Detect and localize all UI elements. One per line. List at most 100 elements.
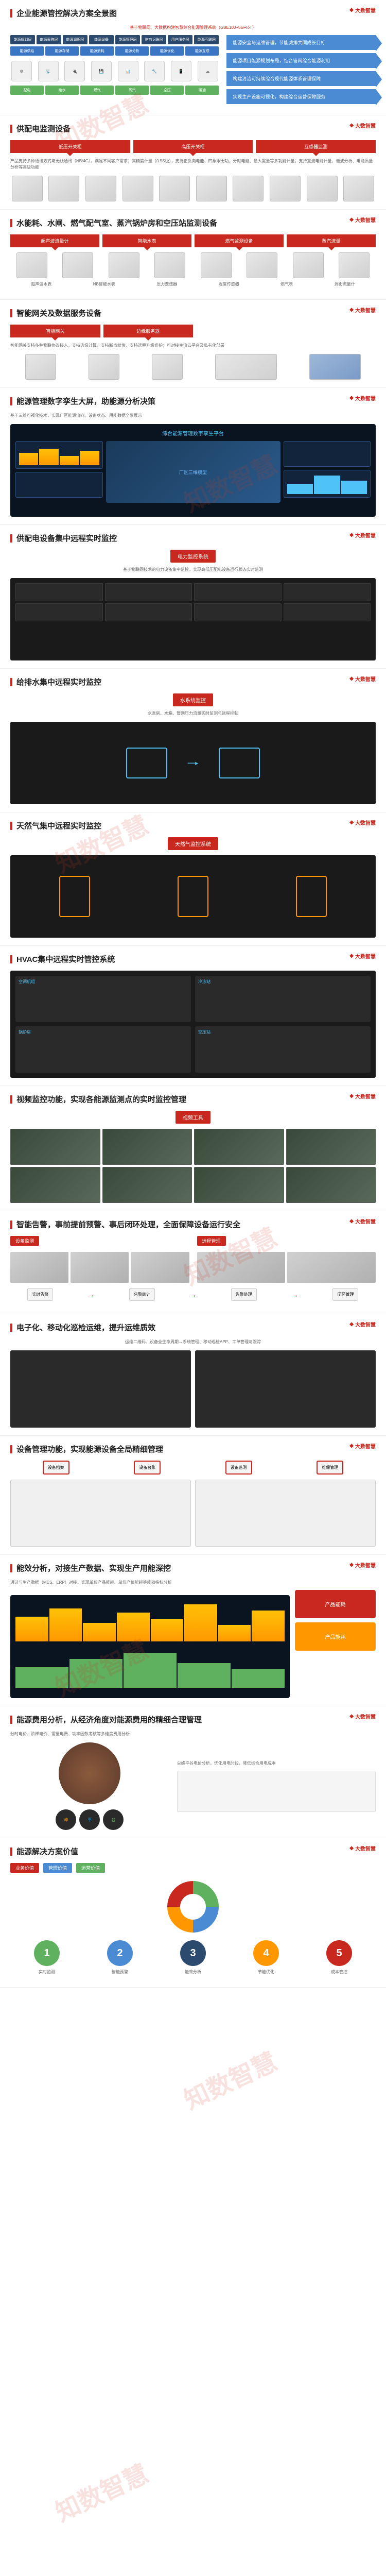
mgmt-screenshot — [10, 1480, 191, 1547]
arch-bottom: 给水 — [45, 86, 79, 95]
section-tab: 燃气监测设备 — [195, 234, 284, 247]
scada-cell — [284, 603, 371, 621]
camera-grid — [10, 1129, 376, 1203]
flow-arrow-icon: ━━━▶ — [188, 761, 199, 766]
slide-water-monitor: 大数智慧 给排水集中远程实时监控 水系统监控 水泵房、水箱、管网压力流量实时监测… — [0, 669, 386, 812]
slide-title: 给排水集中远程实时监控 — [10, 676, 376, 687]
flow-step: 告警统计 — [129, 1288, 155, 1301]
cost-stat: 峰 — [56, 1809, 76, 1830]
scada-cell — [105, 583, 192, 601]
value-col: 管理价值 — [43, 1863, 72, 1873]
water-scada-screenshot: ━━━▶ — [10, 722, 376, 804]
device-label: 压力变送器 — [156, 281, 177, 287]
device-photo — [122, 176, 153, 201]
slide-title: HVAC集中远程实时管控系统 — [10, 954, 376, 964]
slide-inspection: 大数智慧 电子化、移动化巡检运维，提升运维质效 运维二维码、设备全生命周期→系统… — [0, 1314, 386, 1436]
arch-layer: 能源优化 — [150, 46, 184, 56]
mgmt-item: 设备监测 — [225, 1461, 252, 1475]
mgmt-item: 设备台账 — [134, 1461, 161, 1475]
arch-bottom: 空压 — [150, 86, 184, 95]
cost-stat: 谷 — [103, 1809, 124, 1830]
slide-title: 能效分析，对接生产数据、实现生产用能深挖 — [10, 1563, 376, 1573]
alarm-photo — [287, 1252, 376, 1283]
camera-feed — [286, 1167, 376, 1203]
alarm-photo — [197, 1252, 286, 1283]
value-label: 实时监测 — [39, 1969, 55, 1975]
watermark: 知数智慧 — [48, 2454, 153, 2529]
feature-tab: 水系统监控 — [173, 693, 213, 706]
gas-device-icon — [59, 876, 90, 917]
device-icon: 📡 — [38, 61, 59, 81]
brand-logo: 大数智慧 — [349, 394, 376, 402]
device-photo — [307, 176, 338, 201]
dash-panel — [15, 441, 103, 469]
device-photo — [343, 176, 374, 201]
device-photo — [270, 176, 301, 201]
gas-scada-screenshot — [10, 855, 376, 938]
description: 基于三维可视化技术，实现厂区能源流向、设备状态、用能数据全景展示 — [10, 413, 376, 419]
slide-title: 设备管理功能，实现能源设备全局精细管理 — [10, 1444, 376, 1454]
slide-title: 天然气集中远程实时监控 — [10, 820, 376, 831]
device-photo — [293, 252, 324, 278]
camera-feed — [194, 1167, 284, 1203]
tank-icon — [126, 748, 167, 778]
goal-arrow: 实现生产设施可视化，构建综合运营保障服务 — [226, 89, 376, 104]
brand-logo: 大数智慧 — [349, 6, 376, 14]
section-tab: 智能网关 — [10, 325, 100, 337]
arch-layer: 能源互联 — [185, 46, 219, 56]
brand-logo: 大数智慧 — [349, 1713, 376, 1720]
hvac-screenshot: 空调机组 冷冻站 锅炉房 空压站 — [10, 971, 376, 1078]
slide-cost: 大数智慧 能源费用分析，从经济角度对能源费用的精细合理管理 分时电价、阶梯电价、… — [0, 1706, 386, 1838]
gas-device-icon — [296, 876, 327, 917]
slide-power-monitor: 大数智慧 供配电设备集中远程实时监控 电力监控系统 基于物联网技术的电力设备集中… — [0, 525, 386, 669]
mgmt-screenshot — [195, 1480, 376, 1547]
dashboard-title: 综合能源管理数字孪生平台 — [15, 429, 371, 437]
value-col: 运营价值 — [76, 1863, 105, 1873]
dash-panel — [284, 441, 371, 467]
slide-efficiency: 大数智慧 能效分析，对接生产数据、实现生产用能深挖 通过与生产数据（MES、ER… — [0, 1555, 386, 1706]
tank-icon — [219, 748, 260, 778]
flow-step: 告警处理 — [231, 1288, 257, 1301]
value-pie-chart — [167, 1881, 219, 1933]
device-icon: ☁ — [198, 61, 218, 81]
device-photo — [159, 176, 190, 201]
brand-logo: 大数智慧 — [349, 1844, 376, 1852]
arch-layer: 能源互联网 — [194, 35, 219, 44]
cost-chart — [177, 1771, 376, 1812]
device-photo — [247, 252, 277, 278]
column-tag: 设备监测 — [10, 1236, 39, 1246]
column-tag: 远程管理 — [197, 1236, 226, 1246]
brand-logo: 大数智慧 — [349, 819, 376, 826]
server-photo — [215, 354, 277, 380]
section-tab: 低压开关柜 — [10, 140, 130, 153]
slide-architecture: 大数智慧 企业能源管控解决方案全景图 基于物联网、大数据构建智慧综合能源管理系统… — [0, 0, 386, 115]
slide-title: 智能网关及数据服务设备 — [10, 308, 376, 318]
flow-step: 闭环管理 — [332, 1288, 358, 1301]
slide-gateway: 大数智慧 智能网关及数据服务设备 智能网关 边缘服务器 智能网关支持多种物联协议… — [0, 300, 386, 388]
device-photo — [109, 252, 139, 278]
brand-logo: 大数智慧 — [349, 1092, 376, 1100]
brand-logo: 大数智慧 — [349, 1320, 376, 1328]
section-tab: 智能水表 — [102, 234, 191, 247]
device-label: 涡街流量计 — [335, 281, 355, 287]
cloud-photo — [309, 354, 361, 380]
slide-title: 水能耗、水闸、燃气配气室、蒸汽锅炉房和空压站监测设备 — [10, 217, 376, 228]
slide-title: 能源费用分析，从经济角度对能源费用的精细合理管理 — [10, 1714, 376, 1725]
device-photo — [233, 176, 264, 201]
subtitle: 基于物联网、大数据构建智慧综合能源管理系统（GBE100+5G+IoT） — [10, 25, 376, 31]
device-label: 超声波水表 — [31, 281, 51, 287]
alarm-photo — [71, 1252, 129, 1283]
device-icon: 📱 — [171, 61, 191, 81]
section-tab: 蒸汽流量 — [287, 234, 376, 247]
arch-layer: 能源供给 — [10, 46, 44, 56]
hvac-panel-label: 冷冻站 — [198, 979, 210, 984]
alarm-photo — [10, 1252, 68, 1283]
gas-device-icon — [178, 876, 208, 917]
dash-panel — [15, 472, 103, 498]
section-tab: 高压开关柜 — [133, 140, 253, 153]
description: 产品支持多种通讯方式与无线通讯（NB/4G），满足不同客户需求；高精度计量（0.… — [10, 158, 376, 171]
slide-title: 电子化、移动化巡检运维，提升运维质效 — [10, 1322, 376, 1333]
camera-feed — [194, 1129, 284, 1165]
value-label: 智能预警 — [112, 1969, 128, 1975]
brand-logo: 大数智慧 — [349, 1442, 376, 1450]
